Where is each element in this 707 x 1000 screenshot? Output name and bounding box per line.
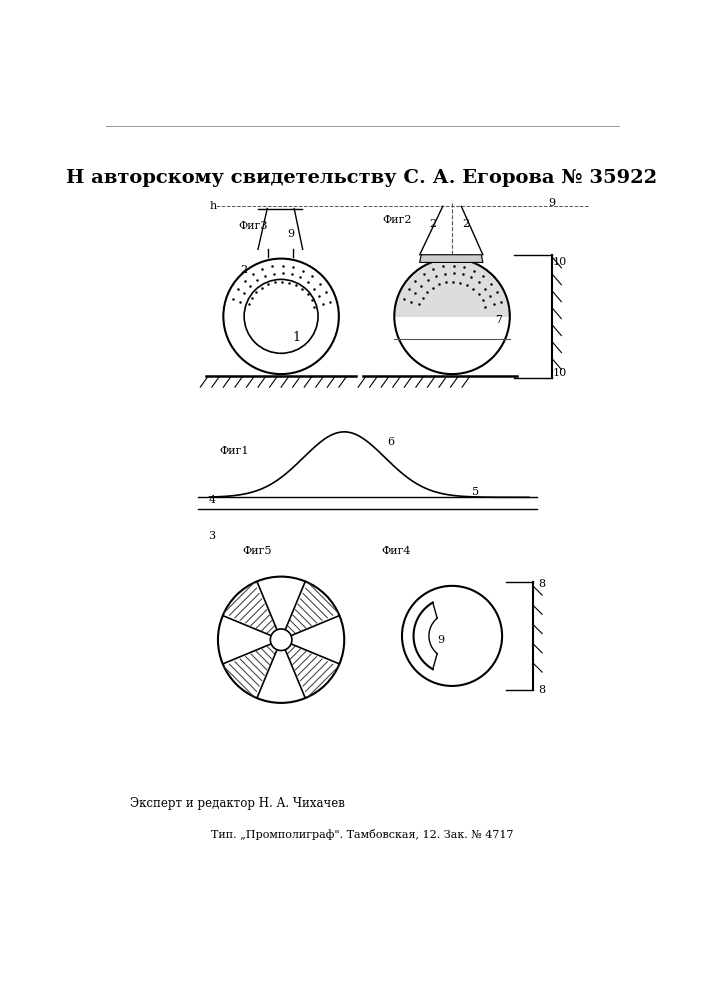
Text: 10: 10 — [553, 368, 567, 378]
Text: Н авторскому свидетельству С. А. Егорова № 35922: Н авторскому свидетельству С. А. Егорова… — [66, 169, 658, 187]
Text: Эксперт и редактор Н. А. Чихачев: Эксперт и редактор Н. А. Чихачев — [130, 797, 345, 810]
Text: 4: 4 — [209, 495, 216, 505]
Text: 2: 2 — [429, 219, 436, 229]
Text: 1: 1 — [293, 331, 300, 344]
Text: 5: 5 — [472, 487, 479, 497]
Text: Фиг4: Фиг4 — [381, 546, 411, 556]
Text: 9: 9 — [437, 635, 444, 645]
Polygon shape — [420, 255, 483, 262]
Text: 2: 2 — [462, 219, 469, 229]
Text: 8: 8 — [539, 685, 546, 695]
Text: 2: 2 — [240, 265, 247, 275]
Polygon shape — [395, 259, 509, 316]
Text: 9: 9 — [287, 229, 294, 239]
Text: 3: 3 — [209, 531, 216, 541]
Text: 8: 8 — [539, 579, 546, 589]
Text: Фиг1: Фиг1 — [219, 446, 249, 456]
Text: Фиг5: Фиг5 — [243, 546, 272, 556]
Text: h: h — [210, 201, 217, 211]
Text: 9: 9 — [549, 198, 556, 208]
Text: 7: 7 — [495, 315, 502, 325]
Text: Фиг2: Фиг2 — [382, 215, 412, 225]
Circle shape — [270, 629, 292, 651]
Text: 6: 6 — [387, 437, 394, 447]
Text: 10: 10 — [553, 257, 567, 267]
Text: Тип. „Промполиграф". Тамбовская, 12. Зак. № 4717: Тип. „Промполиграф". Тамбовская, 12. Зак… — [211, 829, 513, 840]
Circle shape — [218, 577, 344, 703]
Text: Фиг3: Фиг3 — [239, 221, 268, 231]
